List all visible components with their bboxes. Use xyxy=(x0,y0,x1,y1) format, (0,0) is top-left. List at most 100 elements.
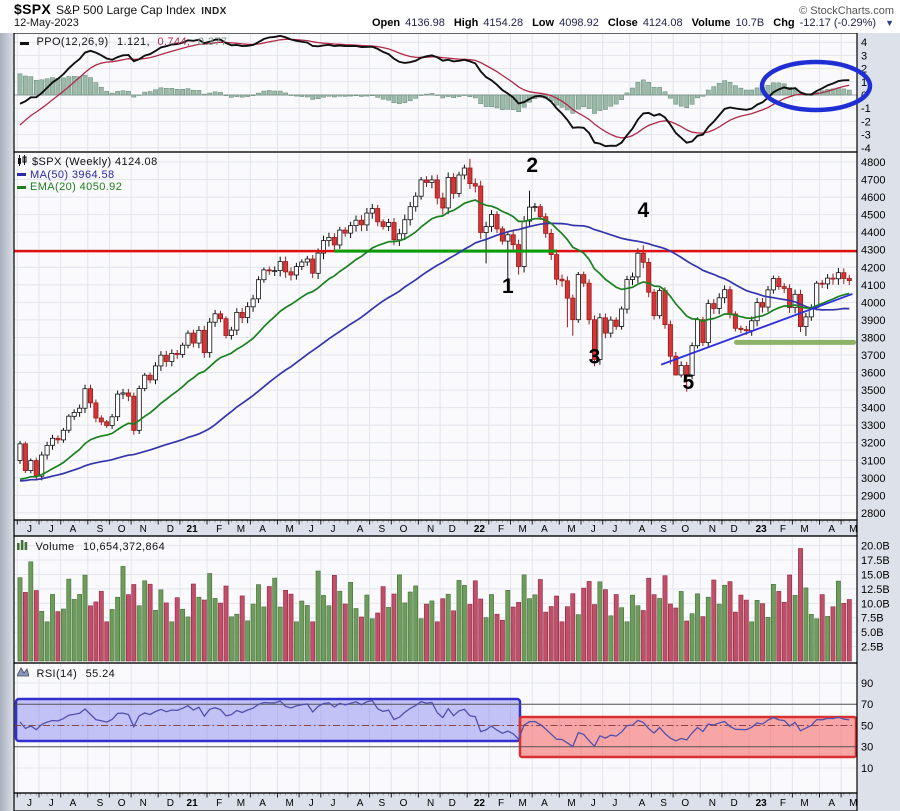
chevron-down-icon[interactable]: ▼ xyxy=(885,18,894,28)
rsi-legend-label: RSI(14) xyxy=(36,668,78,680)
date-axis-label: F xyxy=(216,798,222,809)
date-axis-label: M xyxy=(286,524,294,535)
date-axis-label: A xyxy=(70,798,77,809)
date-axis-label: J xyxy=(27,798,32,809)
price-axis-label: 3600 xyxy=(861,368,885,380)
low-value: 4098.92 xyxy=(559,17,599,29)
date-axis-label: J xyxy=(612,798,617,809)
ppo-value: 1.121, xyxy=(117,36,150,48)
date-axis-label: A xyxy=(70,524,77,535)
date-axis-label: M xyxy=(519,798,527,809)
date-axis-label: M xyxy=(800,798,808,809)
ppo-axis-label: 4 xyxy=(861,37,867,49)
volume-bars-icon xyxy=(17,539,28,553)
date-axis-label: M xyxy=(567,798,575,809)
date-axis-label: D xyxy=(167,798,174,809)
ppo-axis-label: 3 xyxy=(861,50,867,62)
date-axis-label: A xyxy=(541,524,548,535)
open-label: Open xyxy=(371,17,401,29)
index-name: S&P 500 Large Cap Index xyxy=(56,3,196,17)
pivot-number-annotation: 1 xyxy=(502,275,514,298)
price-axis-label: 4600 xyxy=(861,192,885,204)
ticker-symbol: $SPX xyxy=(14,1,51,17)
date-axis-label: N xyxy=(427,524,434,535)
header-quote-row: 12-May-2023 Open 4136.98 High 4154.28 Low 4… xyxy=(14,17,894,29)
pivot-number-annotation: 4 xyxy=(637,199,649,222)
ppo-highlight-ellipse xyxy=(759,59,873,113)
price-axis-label: 3300 xyxy=(861,420,885,432)
date-axis-label: M xyxy=(237,798,245,809)
date-axis-label: A xyxy=(639,798,646,809)
date-axis-label: J xyxy=(309,798,314,809)
price-axis-label: 4300 xyxy=(861,245,885,257)
rsi-panel xyxy=(14,697,857,759)
date-axis-label: N xyxy=(709,524,716,535)
rsi-legend-value: 55.24 xyxy=(85,668,116,680)
main-legend-title: $SPX (Weekly) 4124.08 xyxy=(32,156,158,168)
close-label: Close xyxy=(607,17,638,29)
date-axis-label: 21 xyxy=(187,798,199,809)
close-value: 4124.08 xyxy=(642,17,683,29)
date-axis-label: A xyxy=(357,524,364,535)
date-axis-label: A xyxy=(357,798,364,809)
volume-axis-label: 17.5B xyxy=(861,555,890,567)
main-legend: $SPX (Weekly) 4124.08 MA(50) 3964.58 EMA… xyxy=(17,155,158,194)
volume-legend-label: Volume xyxy=(35,541,75,553)
price-axis-label: 3100 xyxy=(861,455,885,467)
header-title-row: $SPX S&P 500 Large Cap Index INDX © Stoc… xyxy=(14,1,894,17)
volume-axis-label: 12.5B xyxy=(861,584,890,596)
price-axis-label: 3800 xyxy=(861,332,885,344)
price-axis-label: 3200 xyxy=(861,438,885,450)
date-axis-label: 21 xyxy=(187,524,199,535)
date-axis-label: M xyxy=(849,524,857,535)
date-axis-label: M xyxy=(237,524,245,535)
date-axis-label: O xyxy=(118,524,126,535)
date-axis-label: J xyxy=(49,798,54,809)
date-axis-label: S xyxy=(378,524,385,535)
ppo-axis-label: -4 xyxy=(861,143,871,155)
chg-value: -12.17 (-0.29%) xyxy=(799,17,877,29)
date-axis-label: O xyxy=(400,524,408,535)
date-axis-label: S xyxy=(97,798,104,809)
pivot-number-annotation: 3 xyxy=(589,345,601,368)
ppo-legend-name: PPO(12,26,9) xyxy=(36,36,109,48)
date-axis-label: S xyxy=(660,524,667,535)
rsi-legend: RSI(14) 55.24 xyxy=(16,666,116,680)
price-axis-label: 4100 xyxy=(861,280,885,292)
price-axis-label: 4700 xyxy=(861,175,885,187)
date-axis-label: J xyxy=(591,798,596,809)
date-axis-label: A xyxy=(259,798,266,809)
date-axis-label: F xyxy=(498,524,504,535)
date-axis-label: A xyxy=(828,524,835,535)
date-axis-label: J xyxy=(331,524,336,535)
price-axis-label: 2800 xyxy=(861,508,885,520)
price-axis-label: 4800 xyxy=(861,157,885,169)
copyright-label: © StockCharts.com xyxy=(799,5,894,17)
pivot-number-annotation: 2 xyxy=(526,154,538,177)
date-axis-label: M xyxy=(519,524,527,535)
volume-axis-label: 7.5B xyxy=(861,613,884,625)
date-axis-label: 22 xyxy=(474,524,486,535)
date-axis-label: D xyxy=(167,524,174,535)
ppo-axis-label: -1 xyxy=(861,103,871,115)
volume-axis-label: 2.5B xyxy=(861,642,884,654)
date-axis-label: S xyxy=(97,524,104,535)
rsi-area-icon xyxy=(16,666,30,680)
date-axis-label: M xyxy=(849,798,857,809)
price-axis-label: 3000 xyxy=(861,473,885,485)
date-axis-label: J xyxy=(49,524,54,535)
ema20-line-icon xyxy=(17,185,26,189)
date-axis-label: D xyxy=(730,798,737,809)
date-axis-label: J xyxy=(591,524,596,535)
date-axis-label: M xyxy=(567,524,575,535)
high-value: 4154.28 xyxy=(483,17,524,29)
date-axis-label: O xyxy=(400,798,408,809)
exchange-label: INDX xyxy=(201,6,227,17)
chg-label: Chg xyxy=(773,17,795,29)
date-axis-label: D xyxy=(449,798,456,809)
ppo-panel xyxy=(14,34,857,148)
date-axis-label: M xyxy=(286,798,294,809)
price-axis-label: 3700 xyxy=(861,350,885,362)
date-axis-label: N xyxy=(427,798,434,809)
